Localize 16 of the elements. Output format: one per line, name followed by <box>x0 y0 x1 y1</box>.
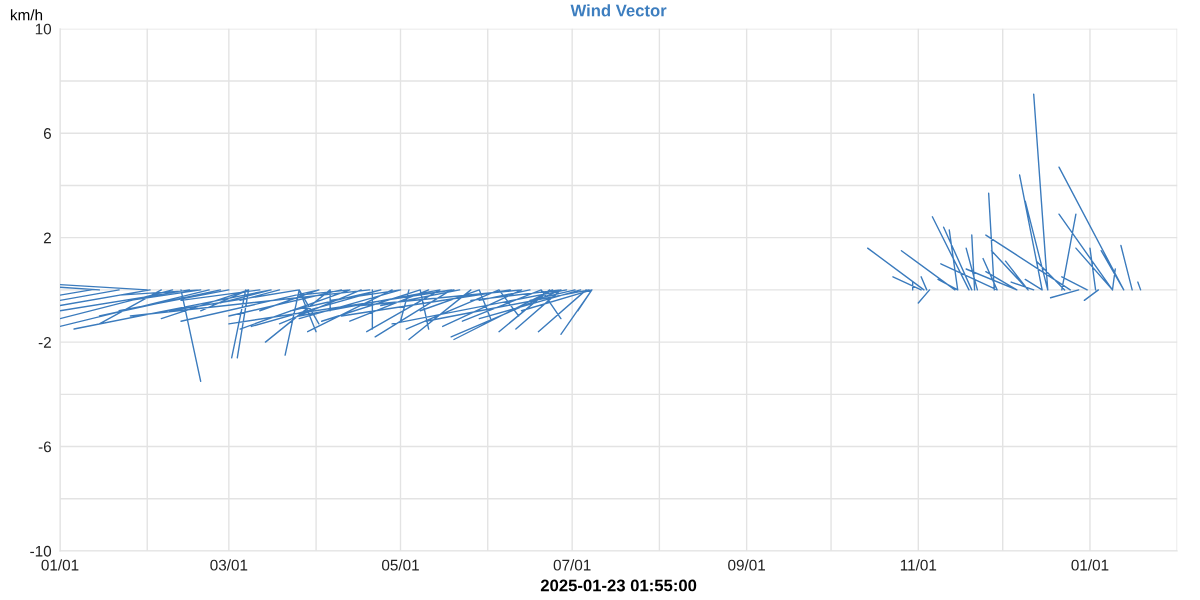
x-tick-label: 01/01 <box>41 559 79 571</box>
chart-title: Wind Vector <box>570 4 667 17</box>
x-tick-label: 11/01 <box>900 559 937 571</box>
y-tick-label: 10 <box>35 23 52 35</box>
x-tick-label: 09/01 <box>728 559 766 571</box>
x-tick-label: 03/01 <box>210 559 248 571</box>
x-tick-label: 07/01 <box>553 559 591 571</box>
x-axis-title: 2025-01-23 01:55:00 <box>540 579 697 592</box>
y-tick-label: -6 <box>38 441 51 453</box>
x-tick-label: 01/01 <box>1071 559 1109 571</box>
x-tick-label: 05/01 <box>381 559 419 571</box>
y-tick-label: -2 <box>38 336 51 348</box>
y-tick-label: 6 <box>43 128 51 139</box>
y-tick-label: -10 <box>30 545 52 557</box>
y-tick-label: 2 <box>43 232 51 244</box>
y-axis-title: km/h <box>10 9 43 21</box>
